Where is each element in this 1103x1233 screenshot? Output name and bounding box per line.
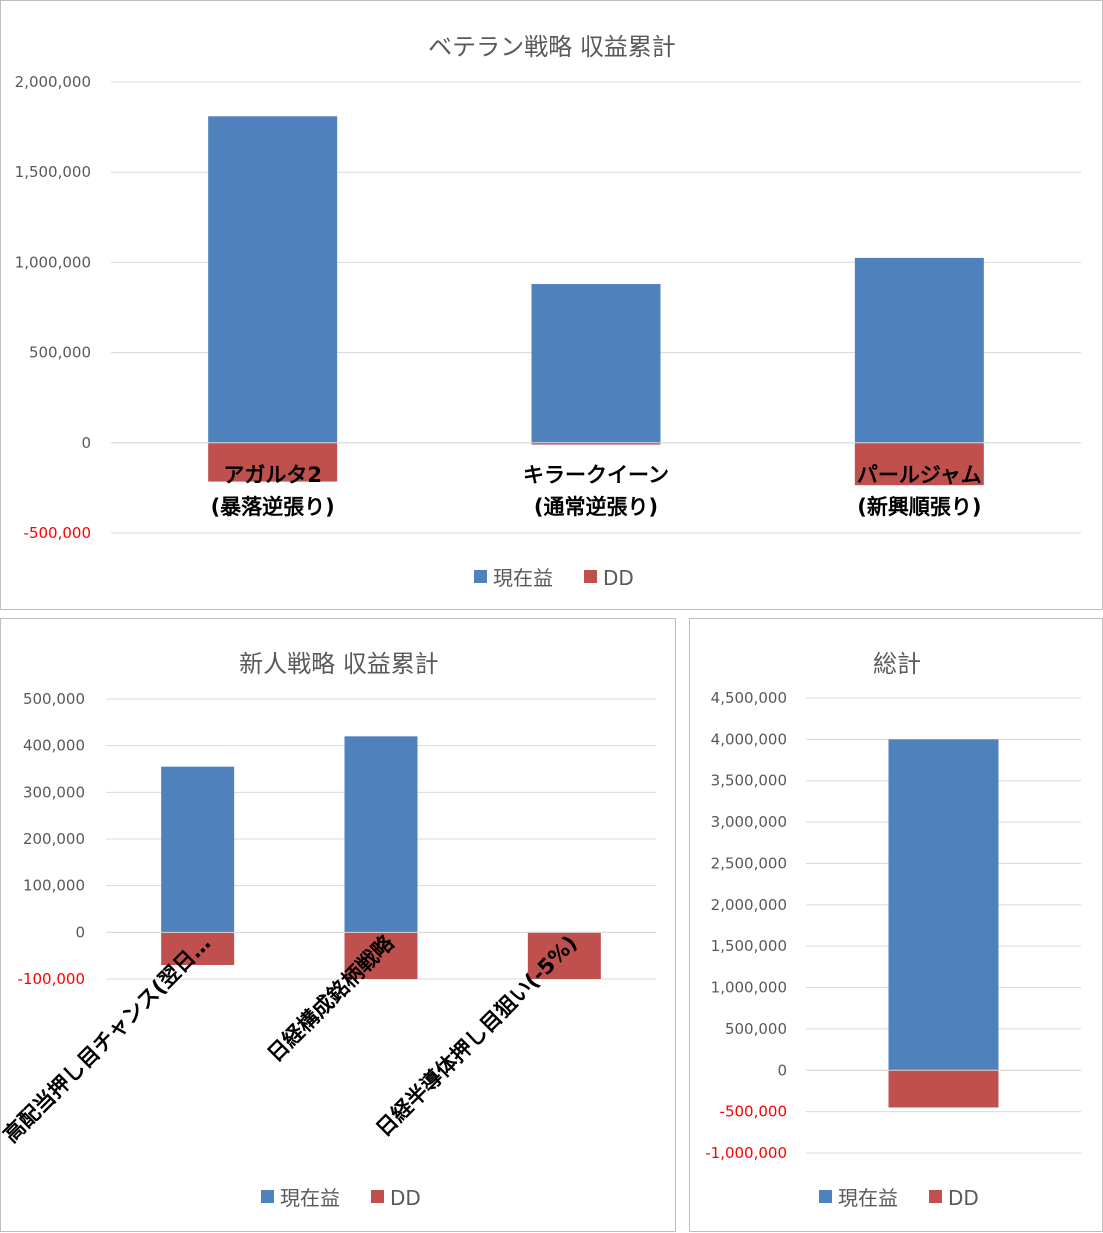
category-label: 日経構成銘柄戦略 — [263, 930, 399, 1066]
bar-profit — [161, 766, 235, 933]
bar-profit — [208, 116, 338, 443]
y-tick-label: -100,000 — [18, 970, 85, 988]
y-tick-label: 1,500,000 — [711, 937, 787, 955]
y-tick-label: 2,500,000 — [711, 854, 787, 872]
legend-swatch-dd — [371, 1190, 384, 1203]
y-tick-label: 3,000,000 — [711, 813, 787, 831]
category-label: パールジャム — [857, 463, 982, 487]
legend-label-dd: DD — [390, 1186, 421, 1210]
bar-profit — [854, 257, 984, 443]
y-tick-label: 2,000,000 — [711, 896, 787, 914]
category-label: 高配当押し目チャンス(翌日… — [0, 931, 215, 1147]
legend-label-profit: 現在益 — [838, 1186, 898, 1210]
newcomer-chart-panel: 新人戦略 収益累計 -100,000 0 100,000 200,000 300,000 4… — [0, 618, 676, 1232]
bar-dd — [208, 442, 338, 482]
bar-profit — [888, 739, 999, 1071]
bar-dd — [888, 1070, 999, 1108]
legend-label-profit: 現在益 — [280, 1186, 340, 1210]
y-tick-label: -1,000,000 — [705, 1144, 787, 1162]
bar-dd — [527, 932, 601, 979]
chart-title: 総計 — [873, 650, 921, 678]
total-chart-panel: 総計 -1,000,000 -500,000 0 500,000 1,000,000 1,5… — [689, 618, 1103, 1232]
category-label: キラークイーン — [523, 463, 669, 487]
newcomer-chart: 新人戦略 収益累計 -100,000 0 100,000 200,000 300,000 4… — [0, 650, 656, 1210]
y-tick-label: 300,000 — [23, 783, 85, 801]
legend-label-dd: DD — [603, 566, 634, 590]
bar-dd — [854, 442, 984, 486]
y-tick-label: 4,500,000 — [711, 689, 787, 707]
chart-title: 新人戦略 収益累計 — [239, 650, 439, 678]
y-tick-label: 0 — [81, 434, 91, 452]
y-tick-label: 500,000 — [29, 344, 91, 362]
y-tick-label: -500,000 — [720, 1103, 787, 1121]
veteran-chart-panel: ベテラン戦略 収益累計 -500,000 0 500,000 1,000,000 1,50… — [0, 0, 1103, 610]
y-tick-label: 1,000,000 — [15, 253, 91, 271]
y-tick-label: 500,000 — [23, 690, 85, 708]
legend-swatch-dd — [929, 1190, 942, 1203]
y-tick-label: 4,000,000 — [711, 730, 787, 748]
veteran-chart: ベテラン戦略 収益累計 -500,000 0 500,000 1,000,000 1,50… — [15, 33, 1081, 590]
y-tick-label: -500,000 — [24, 524, 91, 542]
legend-swatch-dd — [584, 570, 597, 583]
bar-profit — [344, 736, 418, 933]
category-label-sub: (暴落逆張り) — [211, 495, 335, 519]
legend-swatch-profit — [474, 570, 487, 583]
y-tick-label: 3,500,000 — [711, 772, 787, 790]
y-tick-label: 0 — [777, 1061, 787, 1079]
y-tick-label: 400,000 — [23, 737, 85, 755]
bar-profit — [531, 284, 661, 443]
y-tick-label: 100,000 — [23, 877, 85, 895]
bar-dd — [531, 442, 661, 445]
legend-swatch-profit — [819, 1190, 832, 1203]
category-label: アガルタ2 — [223, 463, 322, 487]
bar-dd — [344, 932, 418, 979]
y-tick-label: 500,000 — [725, 1020, 787, 1038]
category-label-sub: (新興順張り) — [857, 495, 981, 519]
y-tick-label: 2,000,000 — [15, 73, 91, 91]
legend-label-profit: 現在益 — [493, 566, 553, 590]
y-tick-label: 1,000,000 — [711, 979, 787, 997]
bar-dd — [161, 932, 235, 965]
y-tick-label: 0 — [75, 923, 85, 941]
y-tick-label: 200,000 — [23, 830, 85, 848]
chart-title: ベテラン戦略 収益累計 — [428, 33, 676, 61]
legend-label-dd: DD — [948, 1186, 979, 1210]
category-label-sub: (通常逆張り) — [534, 495, 658, 519]
y-tick-label: 1,500,000 — [15, 163, 91, 181]
legend-swatch-profit — [261, 1190, 274, 1203]
total-chart: 総計 -1,000,000 -500,000 0 500,000 1,000,000 1,5… — [705, 650, 1081, 1210]
